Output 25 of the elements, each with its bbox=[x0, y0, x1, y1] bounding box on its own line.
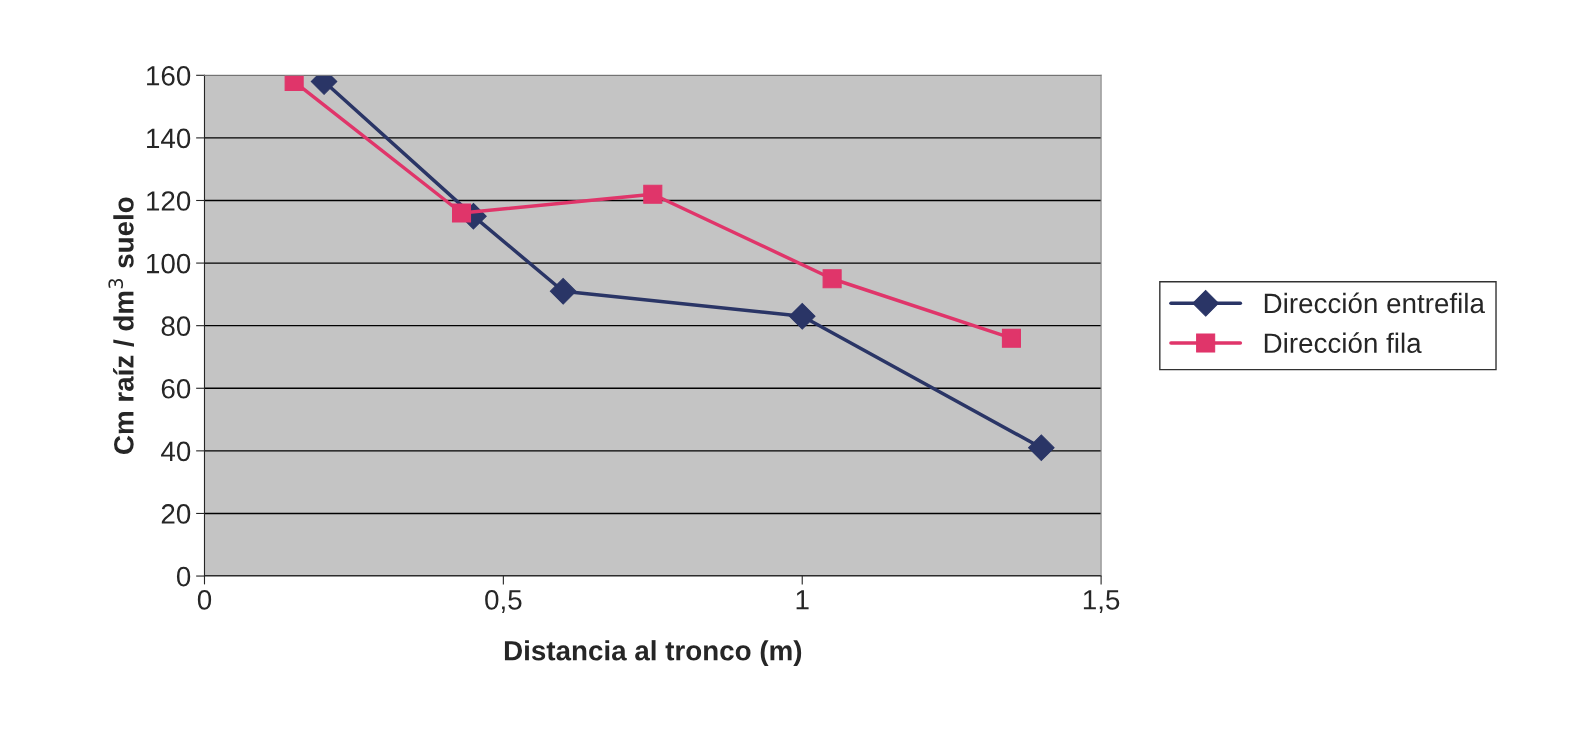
x-axis-title: Distancia al tronco (m) bbox=[504, 640, 802, 667]
y-tick-label: 40 bbox=[161, 441, 191, 462]
legend-label: Dirección fila bbox=[1264, 332, 1422, 354]
x-tick-label: 0 bbox=[197, 589, 212, 610]
point bbox=[788, 303, 816, 330]
y-tick-label: 100 bbox=[147, 253, 191, 274]
point bbox=[643, 184, 663, 204]
legend-label: Dirección entrefila bbox=[1264, 292, 1485, 314]
y-tick-label: 140 bbox=[147, 128, 191, 149]
point bbox=[451, 203, 472, 223]
y-tick-label: 80 bbox=[161, 316, 191, 337]
x-tick-label: 1,5 bbox=[1083, 590, 1120, 613]
point bbox=[284, 75, 304, 92]
y-tick-label: 120 bbox=[147, 191, 191, 211]
y-tick-label: 160 bbox=[147, 65, 191, 86]
x-tick-label: 1 bbox=[796, 590, 809, 610]
x-tick-label: 0,5 bbox=[485, 589, 522, 613]
y-tick-label: 60 bbox=[161, 378, 191, 399]
point bbox=[1028, 434, 1055, 462]
y-tick-label: 20 bbox=[161, 504, 191, 524]
point bbox=[822, 269, 842, 289]
point bbox=[1001, 328, 1021, 348]
point bbox=[549, 277, 577, 305]
y-tick-label: 0 bbox=[176, 566, 191, 587]
y-axis-title: Cm raíz / dm$^{3}$ suelo bbox=[108, 197, 134, 454]
